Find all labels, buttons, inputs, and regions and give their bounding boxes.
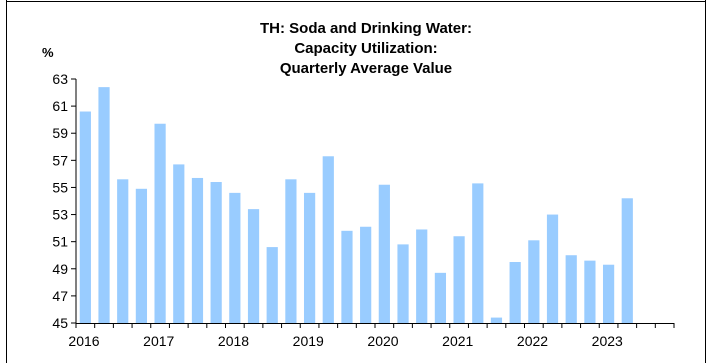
bar-2022-Q2: [546, 214, 559, 323]
y-tick-label-63: 63: [52, 71, 68, 87]
chart-title-line-1: TH: Soda and Drinking Water:: [260, 20, 472, 37]
bar-2016-Q4: [135, 188, 148, 323]
y-tick-label-47: 47: [52, 288, 68, 304]
bar-2019-Q4: [360, 226, 372, 323]
bar-2021-Q2: [472, 183, 484, 323]
bar-2021-Q3: [490, 317, 503, 323]
bar-2017-Q4: [210, 182, 222, 323]
bar-2022-Q3: [565, 255, 577, 323]
bar-2017-Q1: [154, 123, 166, 323]
x-tick-label-2021: 2021: [442, 333, 473, 349]
y-tick-label-57: 57: [52, 152, 68, 168]
x-tick-label-2019: 2019: [293, 333, 324, 349]
x-tick-label-2020: 2020: [367, 333, 398, 349]
y-tick-label-53: 53: [52, 207, 68, 223]
bar-2018-Q1: [229, 192, 241, 323]
bar-2020-Q1: [378, 184, 390, 323]
bar-2023-Q2: [621, 198, 633, 323]
bar-2020-Q3: [416, 229, 428, 323]
chart-title-line-3: Quarterly Average Value: [280, 60, 452, 77]
x-tick-label-2016: 2016: [68, 333, 99, 349]
y-tick-label-49: 49: [52, 261, 68, 277]
y-axis: 45 47 49 51 53 55 57 59 61 63: [52, 71, 77, 331]
bar-2016-Q1: [79, 111, 91, 323]
x-tick-label-2017: 2017: [143, 333, 174, 349]
bar-2020-Q2: [397, 244, 409, 323]
bar-2019-Q3: [341, 230, 353, 323]
bar-2023-Q1: [602, 264, 615, 323]
y-tick-label-51: 51: [52, 234, 68, 250]
bar-2021-Q1: [453, 236, 465, 323]
bar-2022-Q1: [528, 240, 540, 323]
bar-2018-Q4: [285, 179, 297, 323]
bar-2020-Q4: [434, 272, 447, 323]
bar-2016-Q2: [98, 87, 110, 323]
x-tick-label-2022: 2022: [517, 333, 548, 349]
y-axis-label: %: [42, 45, 54, 60]
bar-2019-Q1: [303, 192, 316, 323]
bar-2018-Q2: [247, 209, 260, 323]
y-tick-label-45: 45: [52, 315, 68, 331]
bar-series: [79, 87, 633, 323]
y-tick-label-59: 59: [52, 125, 68, 141]
x-tick-label-2018: 2018: [218, 333, 249, 349]
bar-2017-Q3: [191, 177, 204, 323]
x-axis: 2016 2017 2018 2019 2020 2021 2022 2023: [68, 323, 675, 349]
bar-2018-Q3: [266, 247, 278, 323]
y-tick-label-55: 55: [52, 179, 68, 195]
y-tick-label-61: 61: [52, 98, 68, 114]
bar-2022-Q4: [584, 260, 596, 323]
bar-2021-Q4: [509, 262, 521, 323]
bar-2019-Q2: [322, 156, 334, 323]
bar-2017-Q2: [173, 164, 185, 323]
bar-2016-Q3: [117, 179, 129, 323]
x-tick-label-2023: 2023: [592, 333, 623, 349]
chart-title-line-2: Capacity Utilization:: [294, 40, 437, 57]
